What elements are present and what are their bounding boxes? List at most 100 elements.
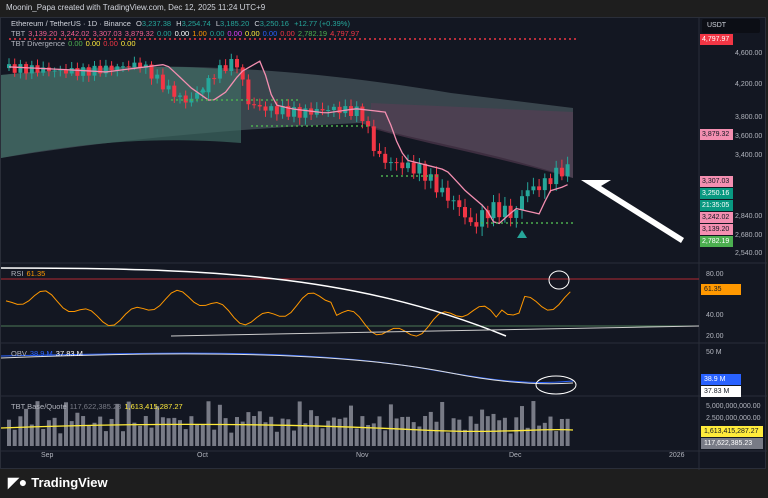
chart-canvas[interactable] bbox=[1, 18, 767, 470]
candle bbox=[286, 105, 291, 117]
candle bbox=[331, 106, 336, 111]
candle bbox=[98, 65, 103, 74]
candle bbox=[81, 67, 86, 76]
tbt-legend[interactable]: TBT 3,139.20 3,242.02 3,307.03 3,879.32 0.00 0… bbox=[11, 29, 362, 38]
candle bbox=[491, 202, 496, 219]
candle bbox=[206, 78, 211, 93]
tbt-label: TBT bbox=[11, 29, 26, 38]
price-axis-label: 3,800.00 bbox=[735, 114, 763, 122]
volume-bar bbox=[309, 410, 314, 446]
volume-bar bbox=[257, 411, 262, 446]
volume-bar bbox=[240, 421, 245, 446]
symbol-name: Ethereum / TetherUS · 1D · Binance bbox=[11, 19, 131, 28]
candle bbox=[377, 150, 382, 154]
volume-bar bbox=[383, 430, 388, 446]
vol-quote: 1,613,415,287.27 bbox=[124, 402, 183, 411]
volume-bar bbox=[75, 412, 80, 446]
rsi-legend[interactable]: RSI 61.35 bbox=[11, 269, 48, 278]
candle bbox=[240, 67, 245, 80]
candle bbox=[445, 187, 450, 201]
candle bbox=[514, 209, 519, 218]
candle bbox=[195, 92, 200, 99]
candle bbox=[7, 64, 11, 69]
volume-bar bbox=[86, 425, 91, 446]
candle bbox=[423, 163, 428, 181]
candle bbox=[269, 106, 274, 111]
candle bbox=[531, 186, 536, 191]
time-axis-label: 2026 bbox=[669, 452, 685, 459]
l-label: L bbox=[215, 19, 221, 28]
volume-bar bbox=[320, 428, 325, 446]
tradingview-logo[interactable]: ◤● TradingView bbox=[8, 474, 108, 491]
volume-bar bbox=[502, 417, 507, 446]
candle bbox=[52, 70, 57, 72]
volume-bar bbox=[46, 420, 51, 446]
rsi-axis-label: 80.00 bbox=[706, 271, 724, 278]
vol-base: 117,622,385.23 bbox=[69, 402, 122, 411]
price-tag: 3,139.20 bbox=[700, 224, 733, 235]
vol-legend[interactable]: TBT Base/Quote 117,622,385.23 1,613,415,28… bbox=[11, 402, 186, 411]
volume-bar bbox=[377, 416, 382, 446]
candle bbox=[160, 74, 165, 90]
volume-bar bbox=[58, 433, 63, 446]
volume-bar bbox=[109, 418, 114, 446]
legend-value: 4,797.97 bbox=[330, 29, 360, 38]
legend-value: 0.00 bbox=[209, 29, 225, 38]
volume-bar bbox=[98, 416, 103, 446]
volume-bar bbox=[189, 416, 194, 446]
legend-value: 1.00 bbox=[192, 29, 207, 38]
volume-bar bbox=[29, 424, 34, 446]
candle bbox=[343, 106, 348, 114]
candle bbox=[246, 79, 251, 105]
vol-base-tag: 117,622,385.23 bbox=[701, 438, 763, 449]
volume-bar bbox=[178, 420, 182, 446]
price-tag: 3,307.03 bbox=[700, 176, 733, 187]
obv-value: 38.9 M bbox=[29, 349, 53, 358]
highlight-circle bbox=[535, 375, 577, 395]
volume-bar bbox=[440, 401, 445, 446]
chart-credit: Moonin_Papa created with TradingView.com… bbox=[6, 3, 266, 12]
currency-button[interactable]: USDT bbox=[702, 19, 760, 33]
volume-bar bbox=[172, 417, 177, 446]
time-axis-label: Oct bbox=[197, 452, 208, 459]
candle bbox=[138, 62, 143, 68]
candle bbox=[64, 69, 68, 74]
candle bbox=[485, 210, 490, 219]
candle bbox=[149, 64, 154, 79]
legend-value: 0.00 bbox=[174, 29, 190, 38]
volume-bar bbox=[212, 429, 217, 446]
candle bbox=[468, 217, 473, 223]
volume-bar bbox=[200, 423, 205, 446]
volume-bar bbox=[195, 424, 200, 446]
candle bbox=[274, 106, 279, 115]
chart-area[interactable]: Ethereum / TetherUS · 1D · Binance O3,23… bbox=[0, 17, 767, 470]
price-tag: 4,797.97 bbox=[700, 34, 733, 45]
volume-bar bbox=[548, 416, 553, 446]
volume-bar bbox=[64, 402, 68, 446]
candle bbox=[349, 106, 353, 116]
price-tag: 3,879.32 bbox=[700, 129, 733, 140]
volume-bar bbox=[406, 416, 410, 446]
candle bbox=[183, 95, 188, 103]
candle bbox=[41, 67, 46, 73]
open-value: 3,237.38 bbox=[141, 19, 172, 28]
candle bbox=[217, 65, 222, 79]
obv-legend[interactable]: OBV 38.9 M 37.83 M bbox=[11, 349, 86, 358]
volume-bar bbox=[52, 417, 57, 446]
volume-bar bbox=[274, 431, 279, 446]
time-axis-label: Nov bbox=[356, 452, 369, 459]
symbol-legend[interactable]: Ethereum / TetherUS · 1D · Binance O3,23… bbox=[11, 19, 353, 28]
candle bbox=[554, 167, 559, 185]
candle bbox=[542, 178, 547, 191]
obv-line bbox=[1, 352, 574, 384]
candle bbox=[12, 64, 17, 73]
volume-bar bbox=[343, 417, 348, 446]
volume-bar bbox=[428, 411, 433, 446]
logo-icon: ◤● bbox=[8, 474, 28, 490]
moving-average-line bbox=[8, 60, 568, 225]
candle bbox=[109, 65, 114, 71]
volume-bar bbox=[457, 419, 462, 446]
legend-value: 0.00 bbox=[103, 39, 118, 48]
divergence-legend[interactable]: TBT Divergence 0.00 0.00 0.00 0.00 bbox=[11, 39, 139, 48]
volume-bar bbox=[18, 416, 23, 446]
